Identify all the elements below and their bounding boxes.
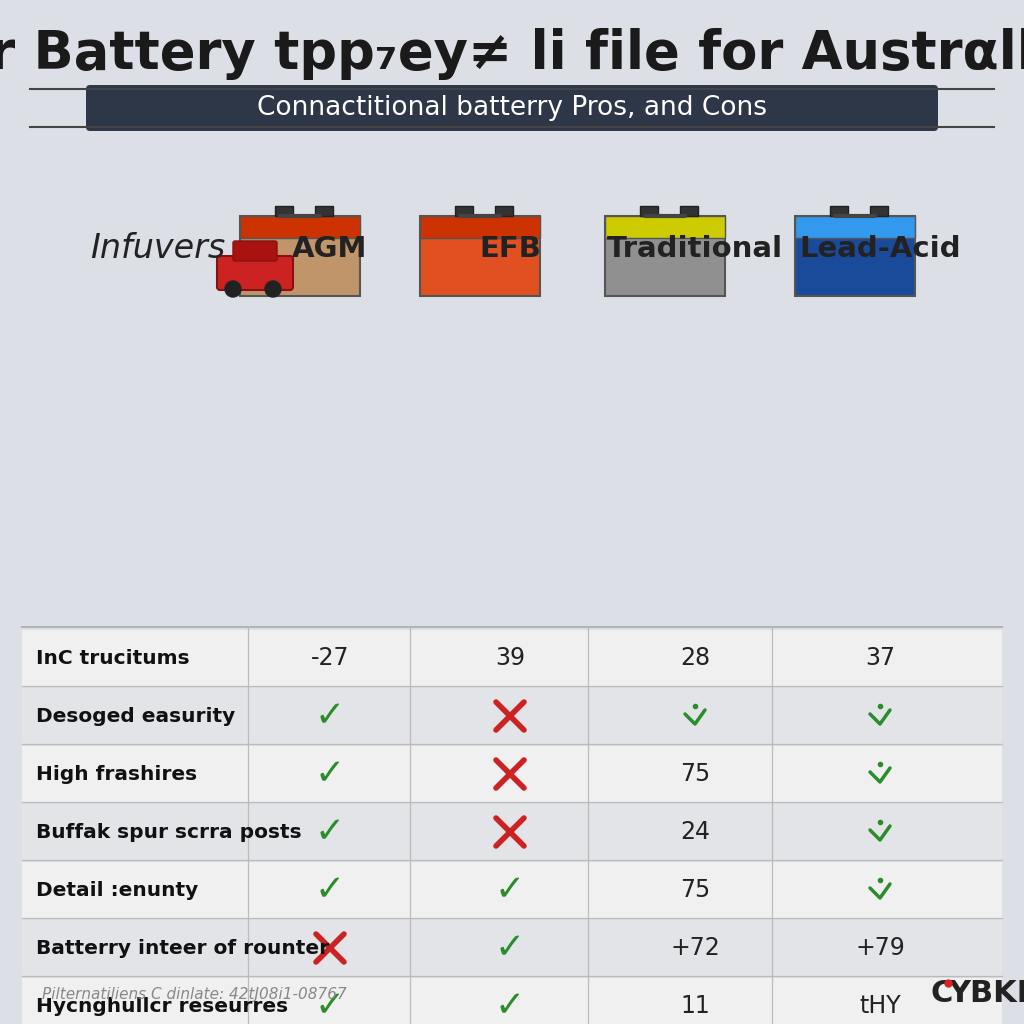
Text: C: C — [930, 980, 952, 1009]
FancyBboxPatch shape — [233, 241, 278, 261]
Circle shape — [265, 281, 281, 297]
FancyBboxPatch shape — [605, 216, 725, 238]
Text: EFB: EFB — [479, 234, 541, 263]
FancyBboxPatch shape — [22, 862, 1002, 918]
FancyBboxPatch shape — [680, 206, 698, 216]
Text: tHY: tHY — [859, 994, 901, 1018]
Text: 11: 11 — [680, 994, 710, 1018]
FancyBboxPatch shape — [830, 206, 848, 216]
Text: ✓: ✓ — [495, 873, 525, 907]
Text: InC trucitums: InC trucitums — [36, 648, 189, 668]
Text: Lead-Acid: Lead-Acid — [799, 234, 961, 263]
FancyBboxPatch shape — [22, 688, 1002, 744]
FancyBboxPatch shape — [640, 206, 658, 216]
FancyBboxPatch shape — [217, 256, 293, 290]
FancyBboxPatch shape — [240, 216, 360, 238]
FancyBboxPatch shape — [22, 630, 1002, 686]
FancyBboxPatch shape — [420, 216, 540, 238]
Text: 28: 28 — [680, 646, 710, 670]
Text: -27: -27 — [310, 646, 349, 670]
FancyBboxPatch shape — [420, 216, 540, 296]
Text: 39: 39 — [495, 646, 525, 670]
Text: ✓: ✓ — [314, 989, 345, 1023]
Text: Connactitional batterry Pros, and Cons: Connactitional batterry Pros, and Cons — [257, 95, 767, 121]
Text: 24: 24 — [680, 820, 710, 844]
FancyBboxPatch shape — [22, 920, 1002, 976]
Text: ✓: ✓ — [314, 815, 345, 849]
Text: ✓: ✓ — [495, 931, 525, 965]
FancyBboxPatch shape — [495, 206, 513, 216]
FancyBboxPatch shape — [275, 206, 293, 216]
Text: Traditional: Traditional — [607, 234, 783, 263]
Text: Car Battery tpp₇ey≠ li file for Austrαllde: Car Battery tpp₇ey≠ li file for Austrαll… — [0, 28, 1024, 80]
Text: ✓: ✓ — [314, 757, 345, 791]
FancyBboxPatch shape — [455, 206, 473, 216]
Text: 75: 75 — [680, 762, 710, 786]
Text: 75: 75 — [680, 878, 710, 902]
Text: ✓: ✓ — [314, 873, 345, 907]
FancyBboxPatch shape — [22, 978, 1002, 1024]
FancyBboxPatch shape — [870, 206, 888, 216]
Text: Hycnghullcr reseurres: Hycnghullcr reseurres — [36, 996, 288, 1016]
Text: ✓: ✓ — [314, 699, 345, 733]
Text: +79: +79 — [855, 936, 905, 961]
Text: Buffak spur scrra posts: Buffak spur scrra posts — [36, 822, 302, 842]
FancyBboxPatch shape — [605, 216, 725, 296]
FancyBboxPatch shape — [795, 216, 915, 238]
Text: Pilternatiliens C dinlate: 42tJ08i1-08767: Pilternatiliens C dinlate: 42tJ08i1-0876… — [42, 986, 347, 1001]
FancyBboxPatch shape — [86, 85, 938, 131]
Text: High frashires: High frashires — [36, 765, 198, 783]
Text: Desoged easurity: Desoged easurity — [36, 707, 236, 725]
FancyBboxPatch shape — [795, 216, 915, 296]
Text: ✓: ✓ — [495, 989, 525, 1023]
FancyBboxPatch shape — [315, 206, 333, 216]
Circle shape — [225, 281, 241, 297]
Text: Detail :enunty: Detail :enunty — [36, 881, 199, 899]
Text: 37: 37 — [865, 646, 895, 670]
Text: YBKIT: YBKIT — [948, 980, 1024, 1009]
FancyBboxPatch shape — [22, 746, 1002, 802]
Text: AGM: AGM — [292, 234, 368, 263]
FancyBboxPatch shape — [240, 216, 360, 296]
Text: +72: +72 — [670, 936, 720, 961]
Text: Batterry inteer of rounter: Batterry inteer of rounter — [36, 939, 329, 957]
FancyBboxPatch shape — [22, 804, 1002, 860]
Text: Infuvers: Infuvers — [90, 232, 225, 265]
